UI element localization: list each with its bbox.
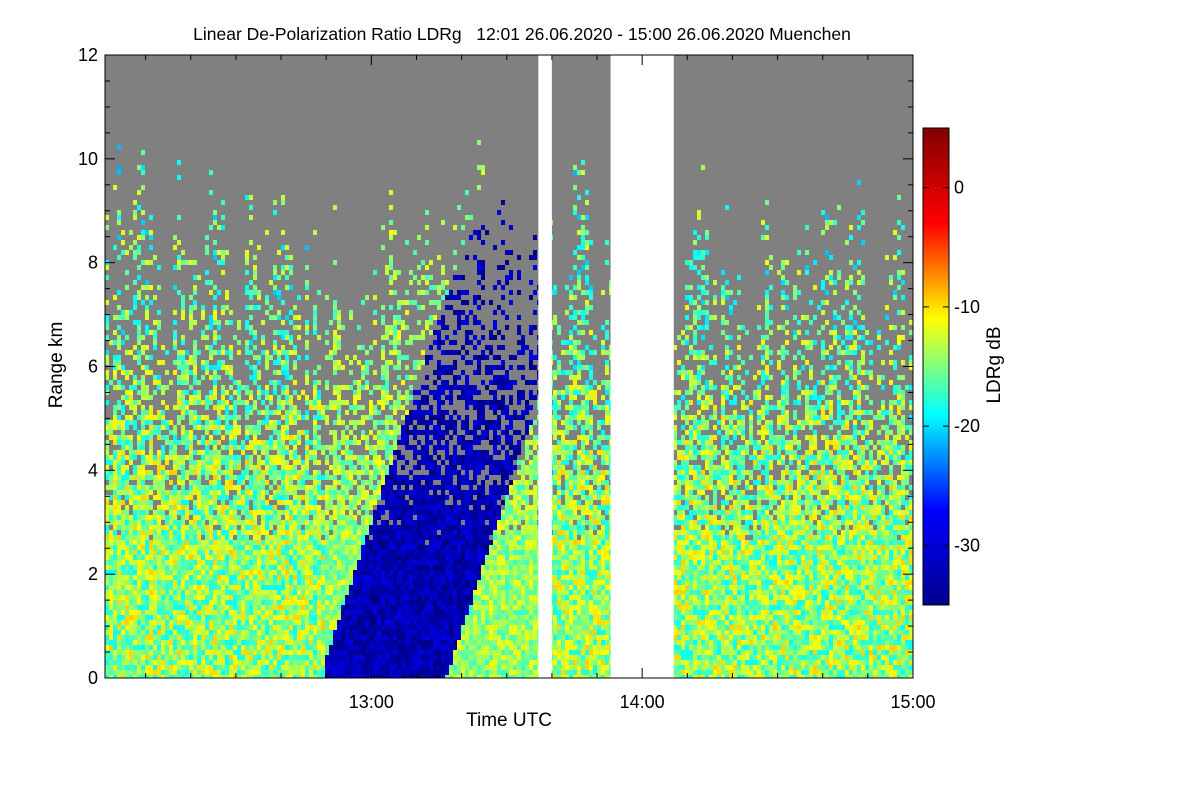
colorbar-label: LDRg dB	[984, 326, 1005, 403]
chart-title: Linear De-Polarization Ratio LDRg 12:01 …	[193, 24, 851, 44]
colorbar: 0 -10 -20 -30 LDRg dB	[923, 128, 1005, 605]
y-axis-label: Range km	[46, 322, 67, 409]
x-tick-label: 14:00	[620, 692, 665, 712]
data-gap	[538, 55, 552, 678]
colorbar-tick-label: 0	[954, 178, 964, 198]
x-tick-label: 13:00	[349, 692, 394, 712]
y-tick-label: 12	[78, 45, 98, 65]
heatmap-area	[105, 55, 913, 680]
colorbar-tick-label: -30	[954, 535, 980, 555]
y-tick-label: 2	[88, 564, 98, 584]
data-gap	[611, 55, 674, 678]
colorbar-gradient	[923, 128, 949, 605]
colorbar-tick-label: -20	[954, 416, 980, 436]
y-tick-label: 8	[88, 253, 98, 273]
y-tick-label: 0	[88, 668, 98, 688]
y-tick-label: 6	[88, 357, 98, 377]
y-tick-label: 10	[78, 149, 98, 169]
x-axis-label: Time UTC	[466, 710, 552, 731]
colorbar-tick-label: -10	[954, 297, 980, 317]
x-tick-label: 15:00	[890, 692, 935, 712]
y-tick-label: 4	[88, 460, 98, 480]
